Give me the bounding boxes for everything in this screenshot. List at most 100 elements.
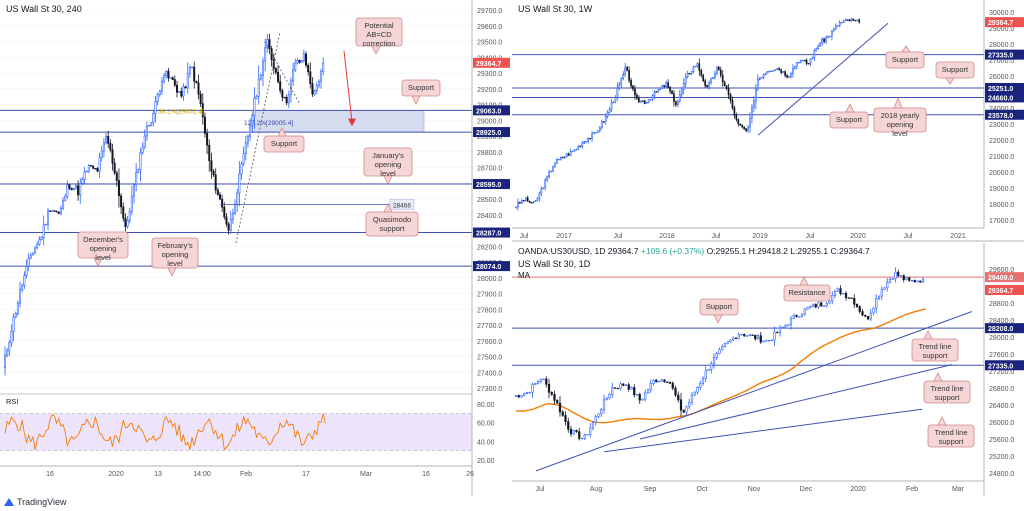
- w1-candle: [793, 66, 796, 69]
- price-axis-tick-label: 27300.0: [477, 386, 502, 393]
- price-axis-tick-label: 26800.0: [989, 386, 1014, 393]
- h4-candle: [100, 150, 103, 158]
- d1-candle: [561, 411, 564, 416]
- d1-candle: [767, 340, 771, 342]
- w1-candle: [694, 65, 697, 68]
- w1-candle: [655, 91, 658, 93]
- h4-candle: [117, 180, 120, 197]
- w1-candle: [519, 201, 521, 204]
- w1-candle: [641, 100, 644, 102]
- weekly-chart-title: US Wall St 30, 1W: [518, 4, 593, 14]
- h4-candle: [287, 94, 290, 104]
- w1-candle: [716, 66, 718, 74]
- h4-candle: [66, 184, 69, 197]
- d1-callout-support-text: Support: [706, 302, 733, 311]
- h4-candle: [148, 124, 151, 127]
- price-axis-tick-label: 24800.0: [989, 471, 1014, 478]
- d1-callout-support: Support: [699, 298, 739, 324]
- d1-candle: [547, 383, 551, 393]
- h4-candle: [317, 80, 320, 87]
- weekly-chart-svg[interactable]: 30000.029000.028000.027000.026000.025000…: [512, 0, 1024, 242]
- d1-background: [512, 243, 1024, 496]
- h4-chart-panel[interactable]: 28466 38.2%[29051.4] 127.2%[29005.4] RSI 80.…: [0, 0, 510, 496]
- w1-candle: [854, 19, 857, 22]
- tradingview-logo[interactable]: TradingView: [4, 497, 67, 507]
- w1-candle: [604, 115, 607, 122]
- w1-candle: [622, 73, 625, 79]
- h4-callout-abcd-text: correction: [363, 39, 396, 48]
- h4-callout-support-zone-text: Support: [408, 83, 435, 92]
- daily-chart-svg[interactable]: 29600.0 28800.0 28400.0 28000.0 27600.0 27200…: [512, 243, 1024, 496]
- d1-candle: [765, 340, 768, 342]
- d1-candle: [525, 392, 529, 394]
- d1-callout-trendline-3-pointer: [937, 416, 947, 426]
- price-axis-tick-label: 22000.0: [989, 138, 1014, 145]
- h4-callout-abcd-text: Potential: [364, 21, 394, 30]
- w1-candle: [620, 78, 623, 85]
- h4-level-tag-bg: [473, 105, 510, 116]
- w1-candle: [667, 82, 669, 88]
- h4-candle: [111, 149, 114, 164]
- time-axis-tick-label: Sep: [644, 486, 657, 493]
- d1-candle: [539, 379, 542, 382]
- h4-callout-abcd-pointer: [371, 45, 381, 55]
- d1-trendline: [603, 408, 923, 453]
- daily-chart-panel[interactable]: 29600.0 28800.0 28400.0 28000.0 27600.0 27200…: [512, 243, 1024, 496]
- price-axis-tick-label: 27700.0: [477, 323, 502, 330]
- w1-candle: [768, 70, 771, 73]
- price-axis-tick-label: 29300.0: [477, 71, 502, 78]
- d1-candle: [762, 340, 765, 343]
- h4-callout-december-text: December's: [83, 235, 123, 244]
- price-axis-tick-label: 27200.0: [989, 369, 1014, 376]
- d1-candle: [710, 363, 713, 370]
- time-axis-tick-label: Feb: [906, 486, 918, 493]
- d1-candle: [564, 415, 567, 422]
- w1-candle: [599, 127, 601, 132]
- w1-candle: [686, 73, 689, 78]
- w1-candle: [702, 74, 705, 82]
- d1-candle: [627, 384, 630, 390]
- w1-candle: [671, 90, 673, 94]
- w1-level-tag: 23578.0: [988, 113, 1013, 120]
- price-axis-tick-label: 30000.0: [989, 10, 1014, 17]
- w1-candle: [751, 106, 753, 119]
- d1-candle: [523, 393, 526, 396]
- price-axis-tick-label: 27400.0: [477, 370, 502, 377]
- w1-candle: [661, 85, 664, 89]
- d1-candle: [809, 305, 812, 308]
- d1-candle: [822, 305, 826, 307]
- d1-candle: [652, 379, 655, 384]
- w1-candle: [792, 68, 794, 74]
- h4-callout-support-zone: Support: [401, 79, 441, 105]
- d1-candle: [578, 431, 581, 439]
- h4-candle: [160, 81, 163, 92]
- d1-candle: [611, 387, 614, 395]
- w1-candle: [626, 67, 628, 71]
- time-axis-tick-label: Jul: [806, 233, 815, 240]
- h4-candle: [96, 168, 99, 172]
- d1-moving-average-line: [515, 308, 926, 424]
- w1-candle: [829, 35, 831, 38]
- d1-candle: [833, 290, 837, 296]
- h4-candle: [87, 165, 90, 172]
- h4-candle: [283, 96, 286, 99]
- w1-candle: [651, 95, 654, 100]
- h4-candle: [259, 74, 262, 80]
- weekly-chart-panel[interactable]: 30000.029000.028000.027000.026000.025000…: [512, 0, 1024, 242]
- price-axis-tick-label: 29600.0: [989, 267, 1014, 274]
- h4-chart-svg[interactable]: 28466 38.2%[29051.4] 127.2%[29005.4] RSI 80.…: [0, 0, 510, 496]
- h4-candle: [302, 53, 305, 61]
- w1-candle: [723, 81, 726, 86]
- w1-candle: [825, 37, 827, 42]
- h4-candle: [264, 47, 267, 62]
- d1-candle: [704, 370, 707, 379]
- h4-candle: [83, 171, 86, 180]
- h4-candle: [31, 252, 34, 256]
- h4-candle: [216, 189, 219, 195]
- h4-qm-tag-bg: [389, 199, 415, 210]
- h4-candle: [109, 143, 112, 151]
